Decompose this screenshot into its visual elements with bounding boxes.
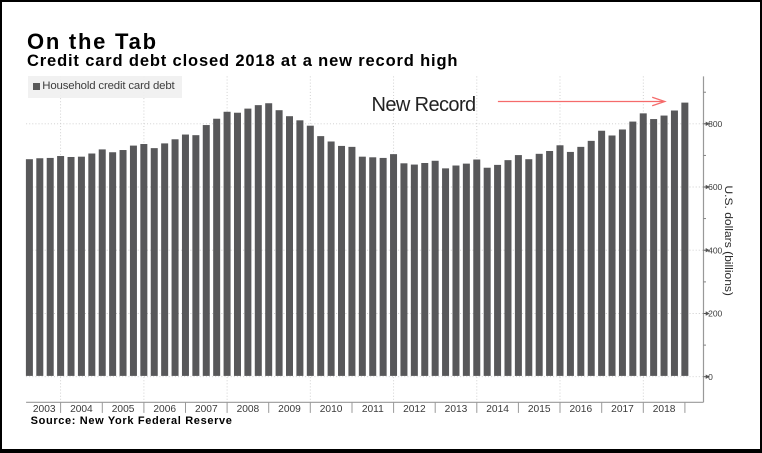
svg-text:2003: 2003 bbox=[33, 404, 56, 415]
svg-text:2009: 2009 bbox=[278, 404, 301, 415]
svg-text:2012: 2012 bbox=[403, 404, 426, 415]
svg-text:2014: 2014 bbox=[486, 404, 509, 415]
svg-text:200: 200 bbox=[708, 309, 722, 319]
svg-text:2004: 2004 bbox=[70, 404, 93, 415]
svg-text:600: 600 bbox=[708, 182, 722, 192]
svg-text:2016: 2016 bbox=[569, 404, 592, 415]
svg-text:2015: 2015 bbox=[528, 404, 551, 415]
svg-text:2007: 2007 bbox=[195, 404, 218, 415]
svg-text:U.S. dollars (billions): U.S. dollars (billions) bbox=[722, 185, 734, 296]
svg-text:2008: 2008 bbox=[237, 404, 260, 415]
svg-text:400: 400 bbox=[708, 245, 722, 255]
svg-text:2017: 2017 bbox=[611, 404, 634, 415]
svg-text:2011: 2011 bbox=[362, 404, 384, 415]
svg-text:0: 0 bbox=[708, 372, 713, 382]
svg-text:2005: 2005 bbox=[112, 404, 135, 415]
svg-text:2018: 2018 bbox=[653, 404, 676, 415]
svg-text:2013: 2013 bbox=[445, 404, 468, 415]
svg-text:800: 800 bbox=[708, 119, 722, 129]
svg-text:2006: 2006 bbox=[153, 404, 176, 415]
svg-text:2010: 2010 bbox=[320, 404, 343, 415]
